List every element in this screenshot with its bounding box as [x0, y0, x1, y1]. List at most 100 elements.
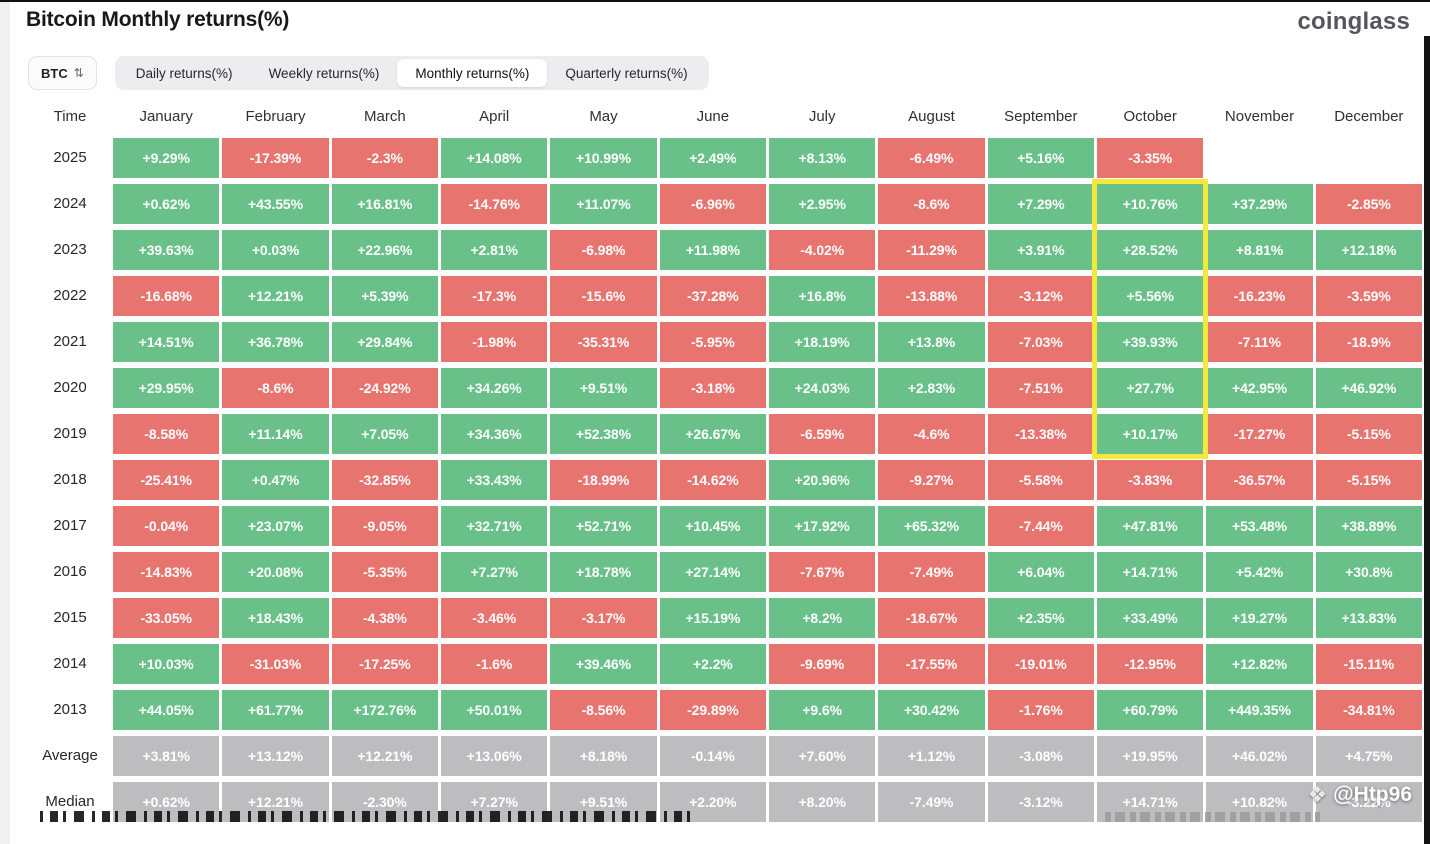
return-cell-2018-december: -5.15% — [1315, 460, 1422, 500]
return-cell-2015-october: +33.49% — [1097, 598, 1204, 638]
tab-quarterly-returns[interactable]: Quarterly returns(%) — [565, 65, 688, 81]
return-cell-2022-february: +12.21% — [222, 276, 329, 316]
return-cell-2023-february: +0.03% — [222, 230, 329, 270]
return-cell-2015-february: +18.43% — [222, 598, 329, 638]
return-cell-2021-november: -7.11% — [1206, 322, 1313, 362]
return-cell-2023-october: +28.52% — [1097, 230, 1204, 270]
return-cell-2014-july: -9.69% — [769, 644, 876, 684]
return-cell-2019-june: +26.67% — [659, 414, 766, 454]
return-cell-2025-may: +10.99% — [550, 138, 657, 178]
return-cell-2020-february: -8.6% — [222, 368, 329, 408]
return-cell-2021-august: +13.8% — [878, 322, 985, 362]
return-cell-2015-may: -3.17% — [550, 598, 657, 638]
return-cell-median-june: +2.20% — [659, 782, 766, 822]
return-cell-2017-february: +23.07% — [222, 506, 329, 546]
return-cell-2016-february: +20.08% — [222, 552, 329, 592]
return-cell-2019-march: +7.05% — [331, 414, 438, 454]
return-cell-2014-november: +12.82% — [1206, 644, 1313, 684]
return-cell-2013-september: -1.76% — [987, 690, 1094, 730]
return-cell-2020-june: -3.18% — [659, 368, 766, 408]
return-cell-average-may: +8.18% — [550, 736, 657, 776]
column-header-march: March — [363, 108, 406, 125]
return-cell-2022-july: +16.8% — [769, 276, 876, 316]
return-cell-2015-december: +13.83% — [1315, 598, 1422, 638]
return-cell-2013-october: +60.79% — [1097, 690, 1204, 730]
return-cell-2016-october: +14.71% — [1097, 552, 1204, 592]
page-title: Bitcoin Monthly returns(%) — [26, 8, 290, 31]
return-cell-2014-december: -15.11% — [1315, 644, 1422, 684]
controls-row: BTC ⇅ Daily returns(%) Weekly returns(%) M… — [28, 56, 1430, 90]
return-cell-2015-april: -3.46% — [441, 598, 548, 638]
row-label-2023: 2023 — [53, 241, 87, 258]
return-cell-2017-march: -9.05% — [331, 506, 438, 546]
row-label-2025: 2025 — [53, 149, 87, 166]
return-cell-2024-may: +11.07% — [550, 184, 657, 224]
return-cell-2018-may: -18.99% — [550, 460, 657, 500]
return-cell-2014-february: -31.03% — [222, 644, 329, 684]
tab-weekly-returns[interactable]: Weekly returns(%) — [268, 65, 380, 81]
return-cell-2016-january: -14.83% — [113, 552, 220, 592]
row-label-2022: 2022 — [53, 287, 87, 304]
return-cell-2023-august: -11.29% — [878, 230, 985, 270]
tab-monthly-returns[interactable]: Monthly returns(%) — [397, 59, 548, 87]
screenshot-right-border — [1424, 36, 1430, 844]
return-cell-2017-june: +10.45% — [659, 506, 766, 546]
return-cell-2022-december: -3.59% — [1315, 276, 1422, 316]
page-content: Bitcoin Monthly returns(%) coinglass BTC… — [10, 0, 1430, 822]
return-cell-2019-april: +34.36% — [441, 414, 548, 454]
return-cell-2020-september: -7.51% — [987, 368, 1094, 408]
return-cell-2015-july: +8.2% — [769, 598, 876, 638]
return-cell-2018-february: +0.47% — [222, 460, 329, 500]
return-cell-median-july: +8.20% — [769, 782, 876, 822]
return-cell-average-january: +3.81% — [113, 736, 220, 776]
return-cell-2023-june: +11.98% — [659, 230, 766, 270]
return-cell-2019-february: +11.14% — [222, 414, 329, 454]
return-cell-2023-april: +2.81% — [441, 230, 548, 270]
return-cell-2014-june: +2.2% — [659, 644, 766, 684]
return-cell-2024-april: -14.76% — [441, 184, 548, 224]
return-cell-2024-february: +43.55% — [222, 184, 329, 224]
return-cell-2024-december: -2.85% — [1315, 184, 1422, 224]
column-header-june: June — [696, 108, 730, 125]
return-cell-2021-january: +14.51% — [113, 322, 220, 362]
return-cell-2018-august: -9.27% — [878, 460, 985, 500]
clipped-caption-band — [40, 811, 690, 822]
return-cell-2023-january: +39.63% — [113, 230, 220, 270]
returns-table-wrap: Time January February March April May June July… — [30, 102, 1422, 822]
return-cell-2016-march: -5.35% — [331, 552, 438, 592]
return-cell-2018-march: -32.85% — [331, 460, 438, 500]
return-cell-average-december: +4.75% — [1315, 736, 1422, 776]
return-cell-2016-june: +27.14% — [659, 552, 766, 592]
return-cell-2025-january: +9.29% — [113, 138, 220, 178]
return-cell-2023-september: +3.91% — [987, 230, 1094, 270]
return-cell-2017-may: +52.71% — [550, 506, 657, 546]
return-cell-2022-april: -17.3% — [441, 276, 548, 316]
return-cell-2018-september: -5.58% — [987, 460, 1094, 500]
column-header-july: July — [808, 108, 836, 125]
return-cell-2021-september: -7.03% — [987, 322, 1094, 362]
return-cell-2020-october: +27.7% — [1097, 368, 1204, 408]
return-cell-2013-february: +61.77% — [222, 690, 329, 730]
tab-daily-returns[interactable]: Daily returns(%) — [135, 65, 233, 81]
return-cell-median-december: -3.22% — [1315, 782, 1422, 822]
column-header-september: September — [1004, 108, 1078, 125]
return-cell-2017-december: +38.89% — [1315, 506, 1422, 546]
return-cell-average-march: +12.21% — [331, 736, 438, 776]
return-cell-2018-november: -36.57% — [1206, 460, 1313, 500]
return-cell-2014-september: -19.01% — [987, 644, 1094, 684]
return-cell-median-september: -3.12% — [987, 782, 1094, 822]
clipped-watermark-band — [1105, 812, 1320, 822]
return-cell-2022-june: -37.28% — [659, 276, 766, 316]
return-cell-2020-november: +42.95% — [1206, 368, 1313, 408]
symbol-selector[interactable]: BTC ⇅ — [28, 56, 97, 90]
return-cell-2019-july: -6.59% — [769, 414, 876, 454]
return-cell-2016-december: +30.8% — [1315, 552, 1422, 592]
return-cell-2021-july: +18.19% — [769, 322, 876, 362]
row-label-average: Average — [42, 747, 98, 764]
column-header-time: Time — [53, 108, 87, 125]
return-cell-2018-july: +20.96% — [769, 460, 876, 500]
column-header-february: February — [245, 108, 306, 125]
return-cell-2022-september: -3.12% — [987, 276, 1094, 316]
return-cell-2014-october: -12.95% — [1097, 644, 1204, 684]
return-cell-2023-march: +22.96% — [331, 230, 438, 270]
